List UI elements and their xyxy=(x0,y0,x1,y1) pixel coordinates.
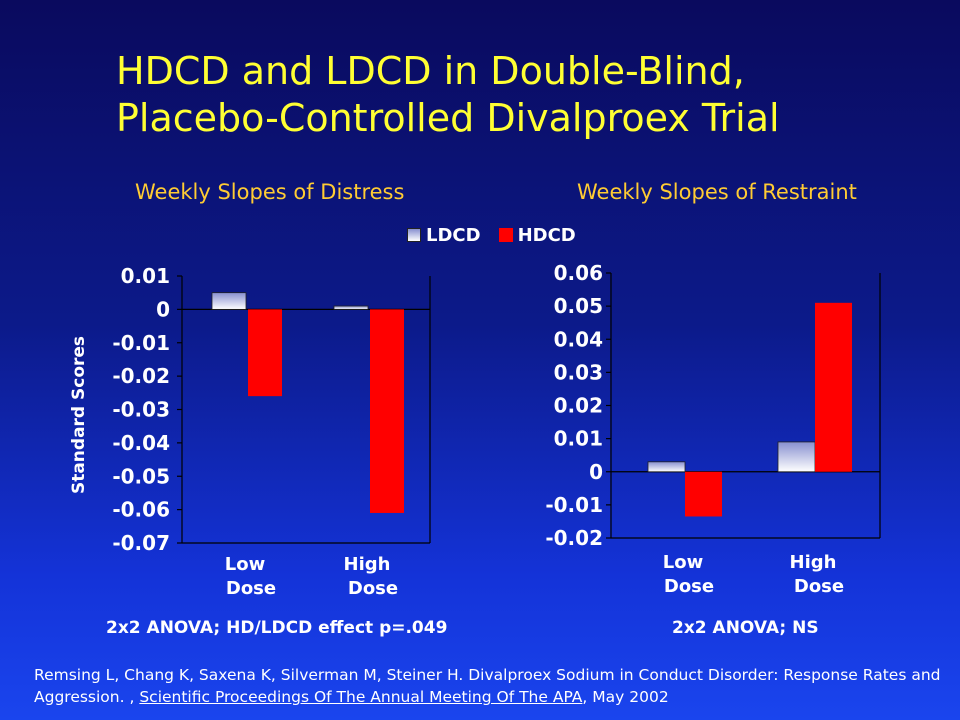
bar-hdcd-low-dose xyxy=(248,309,282,397)
bar-hdcd-high-dose xyxy=(370,309,404,513)
y-tick-label: 0.05 xyxy=(554,294,603,318)
left-anova-note: 2x2 ANOVA; HD/LDCD effect p=.049 xyxy=(106,618,448,638)
right-anova-note: 2x2 ANOVA; NS xyxy=(672,618,819,638)
y-tick-label: -0.01 xyxy=(545,493,603,517)
slide-title: HDCD and LDCD in Double-Blind, Placebo-C… xyxy=(116,48,916,142)
y-tick-label: 0 xyxy=(156,297,170,321)
bar-ldcd-low-dose xyxy=(647,461,686,473)
legend: LDCD HDCD xyxy=(407,222,594,248)
restraint-chart: 0.06 0.05 0.04 0.03 0.02 0.01 0 -0.01 -0.02 Low Do… xyxy=(545,261,881,597)
y-tick-label: -0.06 xyxy=(112,498,170,522)
x-category-label: Dose xyxy=(664,576,714,597)
y-tick-label: -0.05 xyxy=(112,464,170,488)
title-line-2: Placebo-Controlled Divalproex Trial xyxy=(116,96,780,140)
right-chart-subtitle: Weekly Slopes of Restraint xyxy=(577,180,857,204)
legend-swatch-ldcd xyxy=(407,228,421,242)
y-tick-label: -0.04 xyxy=(112,431,170,455)
y-tick-label: 0.04 xyxy=(554,327,603,351)
x-category-label: Dose xyxy=(226,578,276,599)
y-tick-label: 0.06 xyxy=(554,261,603,285)
x-category-label: Dose xyxy=(348,578,398,599)
bar-ldcd-low-dose xyxy=(211,292,247,310)
left-chart-subtitle: Weekly Slopes of Distress xyxy=(135,180,405,204)
y-tick-label: 0.01 xyxy=(554,427,603,451)
citation: Remsing L, Chang K, Saxena K, Silverman … xyxy=(34,664,944,708)
distress-chart: 0.01 0 -0.01 -0.02 -0.03 -0.04 -0.05 -0.06 -0.07… xyxy=(112,264,431,599)
citation-journal: Scientific Proceedings Of The Annual Mee… xyxy=(139,688,583,706)
y-tick-label: 0.01 xyxy=(121,264,170,288)
citation-date: , May 2002 xyxy=(582,688,669,706)
bar-ldcd-high-dose xyxy=(333,305,369,310)
y-tick-label: -0.01 xyxy=(112,331,170,355)
x-category-label: Low xyxy=(663,552,703,573)
y-tick-label: -0.02 xyxy=(545,526,603,550)
y-tick-label: 0.02 xyxy=(554,394,603,418)
bar-ldcd-high-dose xyxy=(777,441,816,473)
bar-hdcd-high-dose xyxy=(815,302,852,472)
y-tick-label: -0.02 xyxy=(112,364,170,388)
x-category-label: Low xyxy=(225,554,265,575)
legend-swatch-hdcd xyxy=(498,228,513,242)
x-category-label: High xyxy=(790,552,837,573)
y-tick-label: -0.07 xyxy=(112,531,170,555)
title-line-1: HDCD and LDCD in Double-Blind, xyxy=(116,49,745,93)
citation-authors: Remsing L, Chang K, Saxena K, Silverman … xyxy=(34,666,941,706)
bar-hdcd-low-dose xyxy=(685,471,722,517)
x-category-label: Dose xyxy=(794,576,844,597)
legend-label-ldcd: LDCD xyxy=(426,224,481,246)
y-tick-label: 0 xyxy=(589,460,603,484)
legend-label-hdcd: HDCD xyxy=(517,224,576,246)
y-tick-label: -0.03 xyxy=(112,398,170,422)
legend-item-hdcd: HDCD xyxy=(498,224,576,246)
legend-item-ldcd: LDCD xyxy=(407,225,481,246)
y-tick-label: 0.03 xyxy=(554,360,603,384)
x-category-label: High xyxy=(344,554,391,575)
